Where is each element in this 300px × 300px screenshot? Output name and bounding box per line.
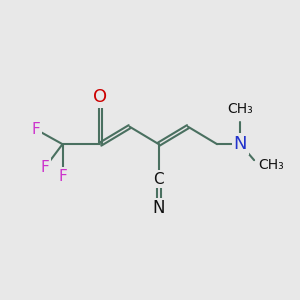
Text: CH₃: CH₃: [227, 103, 253, 116]
Text: F: F: [40, 160, 50, 175]
Text: CH₃: CH₃: [258, 158, 284, 172]
Text: F: F: [58, 169, 67, 184]
Text: N: N: [152, 199, 165, 217]
Text: C: C: [153, 172, 164, 187]
Text: O: O: [93, 88, 107, 106]
Text: N: N: [234, 135, 247, 153]
Text: F: F: [32, 122, 40, 137]
